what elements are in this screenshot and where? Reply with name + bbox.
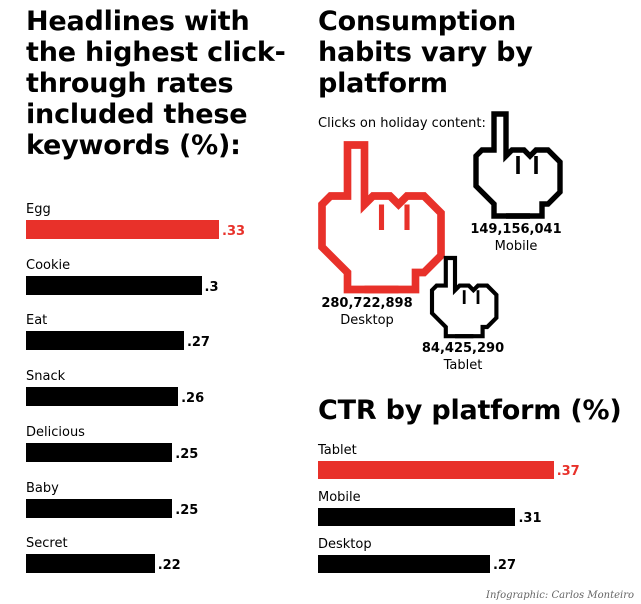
bar <box>26 442 173 462</box>
bar <box>26 554 155 574</box>
bar <box>26 275 202 295</box>
category-label: Tablet <box>318 443 357 458</box>
value-label: .3 <box>204 279 219 295</box>
platform-label: Desktop <box>340 313 394 328</box>
platform-label: Tablet <box>443 358 483 373</box>
bar <box>26 331 184 351</box>
ctr-chart-title: CTR by platform (%) <box>318 395 622 426</box>
category-label: Snack <box>26 369 66 385</box>
pointing-hand-icon <box>318 141 445 294</box>
value-label: .27 <box>492 558 517 573</box>
value-label: .27 <box>186 335 210 351</box>
category-label: Secret <box>26 536 68 552</box>
pointing-hand-icon <box>473 111 563 219</box>
platform-label: Mobile <box>494 239 538 254</box>
value-label: .33 <box>222 224 246 239</box>
value-label: .25 <box>175 502 199 518</box>
value-label: .22 <box>157 558 181 574</box>
platform-habits-title: Consumption habits vary by platform <box>318 6 533 99</box>
keywords-chart-title: Headlines with the highest click- throug… <box>26 6 286 161</box>
bar <box>26 220 220 239</box>
click-count: 280,722,898 <box>321 296 413 311</box>
credit-text: Infographic: Carlos Monteiro <box>486 590 635 601</box>
category-label: Desktop <box>318 537 372 552</box>
clicks-subtitle: Clicks on holiday content: <box>318 116 486 131</box>
bar <box>318 508 516 526</box>
category-label: Delicious <box>26 424 85 440</box>
value-label: .26 <box>181 391 205 407</box>
bar <box>26 498 173 518</box>
value-label: .25 <box>175 446 199 462</box>
category-label: Cookie <box>26 257 71 273</box>
bar <box>26 387 179 407</box>
click-count: 149,156,041 <box>470 222 562 237</box>
category-label: Egg <box>26 202 51 217</box>
category-label: Baby <box>26 480 59 496</box>
category-label: Mobile <box>318 490 361 505</box>
bar <box>318 555 490 573</box>
value-label: .31 <box>518 511 542 526</box>
value-label: .37 <box>556 464 580 479</box>
pointing-hand-icon <box>429 255 499 339</box>
click-count: 84,425,290 <box>421 341 505 356</box>
category-label: Eat <box>26 313 48 329</box>
bar <box>318 461 554 479</box>
